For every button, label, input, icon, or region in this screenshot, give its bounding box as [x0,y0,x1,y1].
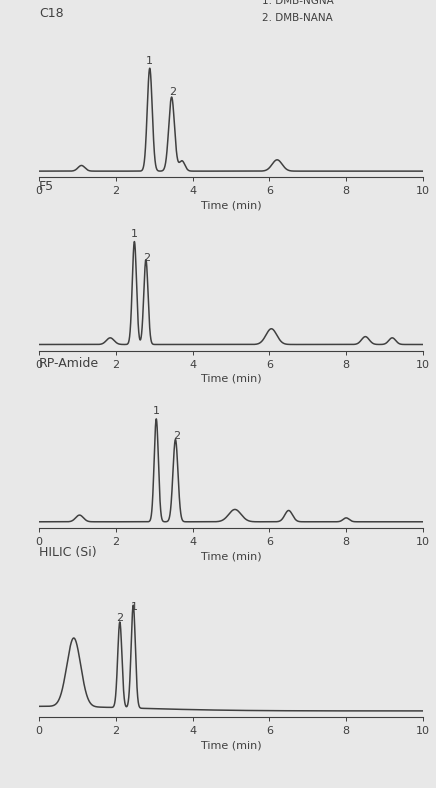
Text: 1: 1 [146,56,153,65]
Text: C18: C18 [39,7,64,20]
X-axis label: Time (min): Time (min) [201,374,262,384]
Text: 2. DMB-NANA: 2. DMB-NANA [262,13,332,24]
Text: 2: 2 [169,87,176,97]
Text: 1: 1 [130,602,137,612]
X-axis label: Time (min): Time (min) [201,200,262,210]
Text: 2: 2 [143,253,150,262]
X-axis label: Time (min): Time (min) [201,551,262,561]
Text: HILIC (Si): HILIC (Si) [39,547,97,559]
X-axis label: Time (min): Time (min) [201,740,262,750]
Text: 1. DMB-NGNA: 1. DMB-NGNA [262,0,334,6]
Text: 1: 1 [153,407,160,416]
Text: 2: 2 [116,612,123,623]
Text: F5: F5 [39,180,54,193]
Text: RP-Amide: RP-Amide [39,358,99,370]
Text: 1: 1 [131,229,138,239]
Text: 2: 2 [173,431,180,440]
